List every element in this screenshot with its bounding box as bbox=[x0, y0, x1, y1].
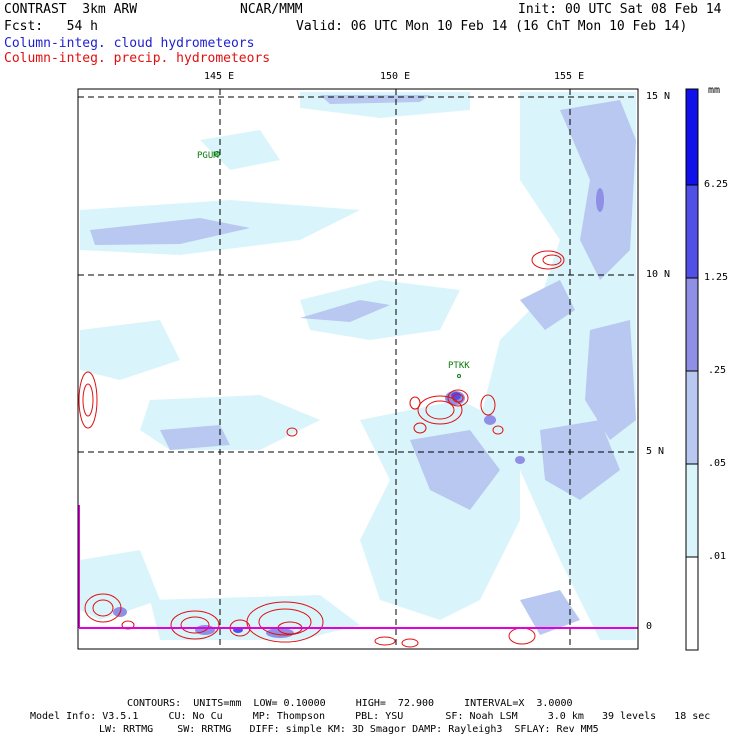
station-label-pgum: PGUM bbox=[197, 151, 219, 161]
lat-label-5n: 5 N bbox=[646, 446, 665, 457]
station-label-ptkk: PTKK bbox=[448, 361, 470, 371]
cloud-field-label: Column-integ. cloud hydrometeors bbox=[4, 36, 255, 51]
lat-label-10n: 10 N bbox=[646, 269, 671, 280]
colorbar-bin-4 bbox=[685, 184, 699, 279]
lat-label-0: 0 bbox=[646, 621, 653, 632]
cloud-shading-dark bbox=[113, 188, 604, 638]
colorbar-label-0.25: .25 bbox=[708, 365, 727, 376]
colorbar-label-0.05: .05 bbox=[708, 458, 727, 469]
colorbar-units: mm bbox=[708, 85, 721, 96]
colorbar-label-1.25: 1.25 bbox=[704, 272, 729, 283]
colorbar-bin-5 bbox=[685, 88, 699, 186]
forecast-hour: Fcst: 54 h bbox=[4, 19, 98, 34]
colorbar-bin-0 bbox=[685, 556, 699, 651]
colorbar-label-0.01: .01 bbox=[708, 551, 727, 562]
station-marker-pgum bbox=[214, 151, 220, 157]
organization-label: NCAR/MMM bbox=[240, 2, 303, 17]
lat-lon-grid bbox=[78, 89, 638, 649]
colorbar-bin-3 bbox=[685, 277, 699, 372]
cloud-shading-mid bbox=[90, 95, 636, 635]
map-frame bbox=[77, 88, 639, 650]
colorbar-bin-2 bbox=[685, 370, 699, 465]
model-info-line-2: LW: RRTMG SW: RRTMG DIFF: simple KM: 3D … bbox=[99, 724, 599, 735]
lon-label-145: 145 E bbox=[204, 71, 235, 82]
lon-label-155: 155 E bbox=[554, 71, 585, 82]
model-title: CONTRAST 3km ARW bbox=[4, 2, 138, 17]
contours-info: CONTOURS: UNITS=mm LOW= 0.10000 HIGH= 72… bbox=[127, 698, 573, 709]
model-info-line-1: Model Info: V3.5.1 CU: No Cu MP: Thompso… bbox=[30, 711, 711, 722]
precip-field-label: Column-integ. precip. hydrometeors bbox=[4, 51, 271, 66]
colorbar-bin-1 bbox=[685, 463, 699, 558]
colorbar bbox=[685, 88, 699, 651]
valid-time: Valid: 06 UTC Mon 10 Feb 14 (16 ChT Mon … bbox=[296, 19, 688, 34]
lon-label-150: 150 E bbox=[380, 71, 411, 82]
init-time: Init: 00 UTC Sat 08 Feb 14 bbox=[518, 2, 722, 17]
station-markers bbox=[214, 151, 461, 378]
domain-boundary bbox=[78, 505, 638, 629]
colorbar-label-6.25: 6.25 bbox=[704, 179, 729, 190]
lat-label-15n: 15 N bbox=[646, 91, 671, 102]
station-marker-ptkk bbox=[457, 374, 461, 378]
